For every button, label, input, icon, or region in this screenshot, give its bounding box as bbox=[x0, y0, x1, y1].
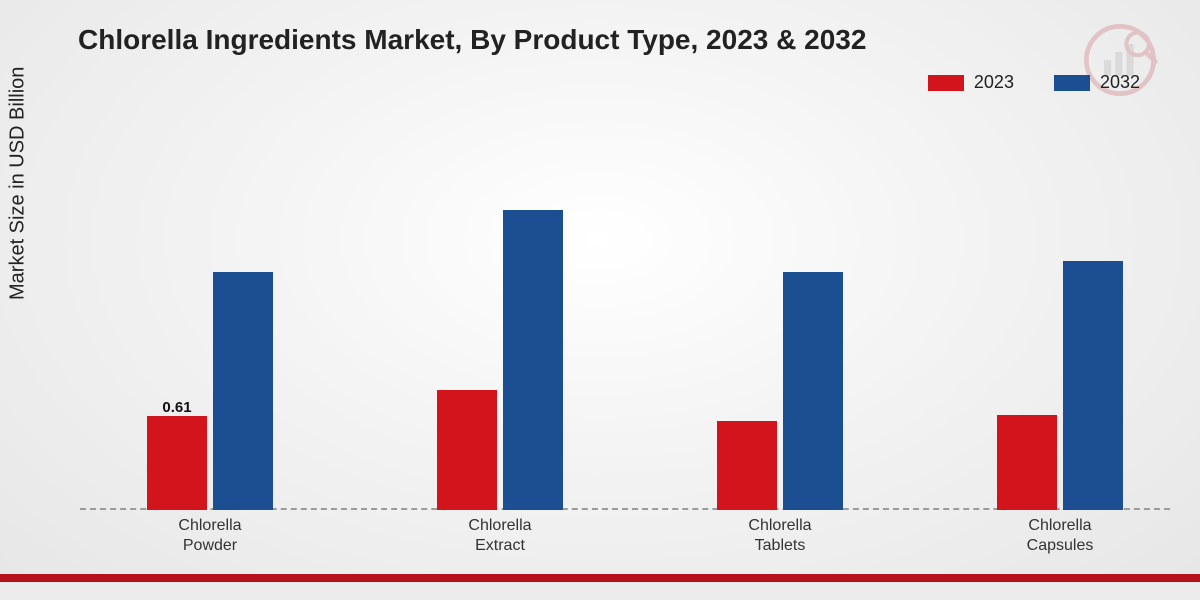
bar-2023 bbox=[997, 415, 1057, 510]
y-axis-label: Market Size in USD Billion bbox=[7, 67, 30, 300]
bar-group: ChlorellaExtract bbox=[400, 210, 600, 510]
bar-2032 bbox=[1063, 261, 1123, 510]
footer-stripe bbox=[0, 574, 1200, 600]
legend-swatch-2023 bbox=[928, 75, 964, 91]
x-tick-label: ChlorellaExtract bbox=[400, 510, 600, 556]
bar-group: ChlorellaCapsules bbox=[960, 261, 1160, 510]
legend-label-2032: 2032 bbox=[1100, 72, 1140, 93]
chart-canvas: Chlorella Ingredients Market, By Product… bbox=[0, 0, 1200, 600]
legend-swatch-2032 bbox=[1054, 75, 1090, 91]
x-tick-label: ChlorellaPowder bbox=[110, 510, 310, 556]
legend-label-2023: 2023 bbox=[974, 72, 1014, 93]
bar-2032 bbox=[783, 272, 843, 510]
bar-value-label: 0.61 bbox=[147, 399, 207, 416]
legend-item-2023: 2023 bbox=[928, 72, 1014, 93]
x-tick-label: ChlorellaTablets bbox=[680, 510, 880, 556]
bar-2023 bbox=[437, 390, 497, 510]
chart-title: Chlorella Ingredients Market, By Product… bbox=[78, 24, 866, 56]
bar-2032 bbox=[213, 272, 273, 510]
plot-area: 0.61ChlorellaPowder ChlorellaExtract Chlor… bbox=[80, 110, 1170, 510]
legend-item-2032: 2032 bbox=[1054, 72, 1140, 93]
bar-2032 bbox=[503, 210, 563, 510]
bar-group: 0.61ChlorellaPowder bbox=[110, 272, 310, 510]
bar-2023 bbox=[717, 421, 777, 510]
legend: 2023 2032 bbox=[928, 72, 1140, 93]
bar-group: ChlorellaTablets bbox=[680, 272, 880, 510]
bar-2023: 0.61 bbox=[147, 416, 207, 510]
x-tick-label: ChlorellaCapsules bbox=[960, 510, 1160, 556]
